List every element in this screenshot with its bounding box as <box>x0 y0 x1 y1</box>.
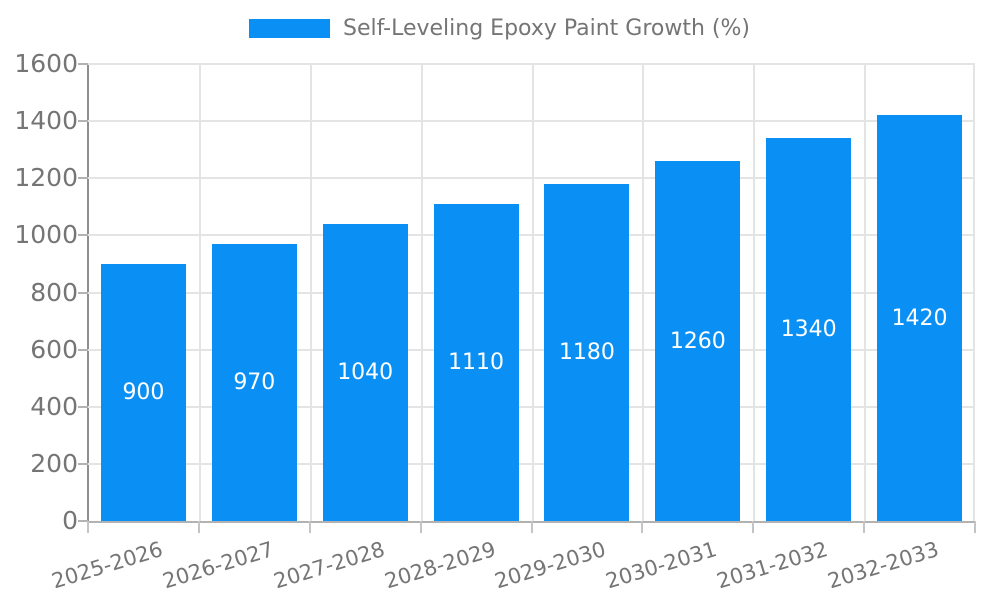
bar-value-label: 970 <box>233 369 276 395</box>
x-grid-line <box>973 64 975 521</box>
x-tick <box>530 521 533 533</box>
y-tick <box>78 405 88 408</box>
x-tick-label: 2032-2033 <box>825 537 942 594</box>
bar-value-label: 1260 <box>669 328 726 354</box>
bar-value-label: 1110 <box>448 349 505 375</box>
bar: 1260 <box>655 161 741 521</box>
x-tick-label: 2029-2030 <box>492 537 609 594</box>
x-grid-line <box>642 64 645 521</box>
y-tick-label: 200 <box>30 448 78 478</box>
bar: 1340 <box>766 138 852 521</box>
y-tick <box>78 348 88 351</box>
x-tick <box>863 521 866 533</box>
x-grid-line <box>864 64 867 521</box>
bar: 900 <box>100 263 186 521</box>
y-tick-label: 1200 <box>14 163 78 193</box>
bar: 970 <box>211 243 297 521</box>
x-grid-line <box>531 64 534 521</box>
bar-value-label: 1340 <box>780 317 837 343</box>
x-tick <box>752 521 755 533</box>
bar: 1180 <box>544 183 630 521</box>
x-grid-line <box>198 64 201 521</box>
plot-area: 900 970 1040 1110 1180 1260 1340 1420 <box>88 63 975 521</box>
x-grid-line <box>753 64 756 521</box>
y-tick-label: 800 <box>30 277 78 307</box>
x-tick <box>197 521 200 533</box>
bar-value-label: 1180 <box>558 339 615 365</box>
y-axis-line <box>87 64 89 533</box>
legend-swatch <box>249 19 330 38</box>
x-tick-label: 2027-2028 <box>270 537 388 594</box>
x-tick-label: 2028-2029 <box>381 537 499 594</box>
y-tick <box>78 462 88 465</box>
y-tick-label: 0 <box>62 506 78 535</box>
y-tick <box>78 234 88 237</box>
x-tick <box>419 521 422 533</box>
y-tick-label: 400 <box>30 391 78 421</box>
y-tick-label: 1400 <box>14 106 78 136</box>
y-tick <box>78 120 88 123</box>
bar-value-label: 900 <box>122 379 165 405</box>
x-tick <box>641 521 644 533</box>
y-tick-label: 1000 <box>14 220 78 250</box>
x-tick-label: 2025-2026 <box>48 537 166 594</box>
y-tick-label: 600 <box>30 334 78 364</box>
legend-label: Self-Leveling Epoxy Paint Growth (%) <box>343 16 750 41</box>
y-tick <box>78 177 88 180</box>
bar: 1420 <box>877 115 963 521</box>
x-grid-line <box>420 64 423 521</box>
bar: 1110 <box>433 203 519 521</box>
x-tick <box>308 521 311 533</box>
x-tick <box>87 521 89 533</box>
y-tick <box>78 63 88 65</box>
bar-value-label: 1420 <box>891 305 948 331</box>
x-grid-line <box>309 64 312 521</box>
bar: 1040 <box>322 223 408 521</box>
y-tick <box>78 291 88 294</box>
x-tick-label: 2026-2027 <box>159 537 277 594</box>
y-tick-label: 1600 <box>14 49 78 78</box>
y-tick <box>78 520 88 522</box>
x-tick-label: 2030-2031 <box>603 537 720 594</box>
bar-value-label: 1040 <box>337 359 394 385</box>
x-tick <box>974 521 976 533</box>
chart-legend: Self-Leveling Epoxy Paint Growth (%) <box>249 16 750 41</box>
x-tick-label: 2031-2032 <box>714 537 831 594</box>
